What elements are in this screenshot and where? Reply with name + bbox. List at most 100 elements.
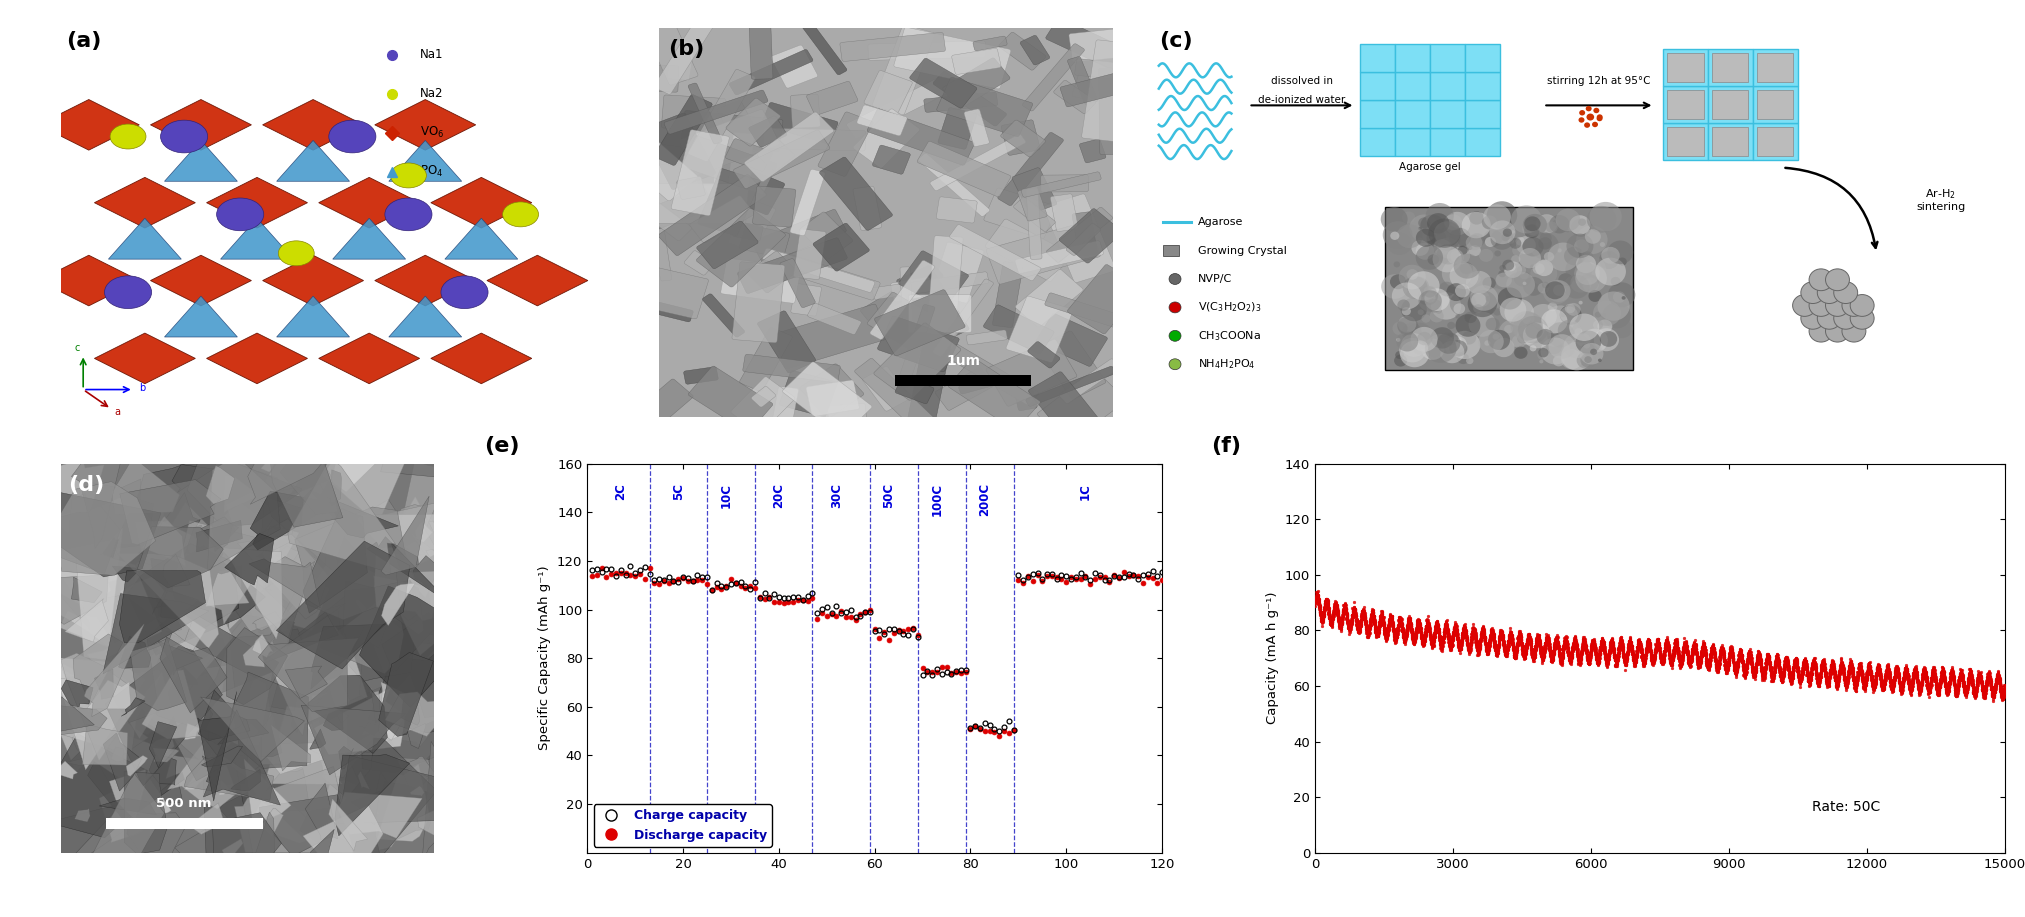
- Polygon shape: [375, 100, 476, 150]
- Circle shape: [1492, 334, 1498, 340]
- Text: c: c: [75, 343, 81, 353]
- Circle shape: [1430, 327, 1454, 348]
- Polygon shape: [99, 798, 156, 815]
- Circle shape: [1541, 309, 1567, 334]
- Text: 5C: 5C: [672, 483, 684, 500]
- Circle shape: [1523, 220, 1541, 238]
- Text: (d): (d): [69, 475, 105, 495]
- Circle shape: [1498, 265, 1507, 271]
- Polygon shape: [245, 759, 292, 823]
- FancyBboxPatch shape: [1029, 371, 1116, 460]
- Circle shape: [1468, 273, 1480, 284]
- FancyBboxPatch shape: [729, 200, 776, 252]
- FancyBboxPatch shape: [729, 50, 812, 95]
- Circle shape: [1533, 263, 1545, 274]
- FancyBboxPatch shape: [907, 334, 952, 428]
- Circle shape: [1816, 282, 1841, 304]
- Polygon shape: [186, 503, 286, 589]
- Circle shape: [1549, 215, 1569, 234]
- Polygon shape: [302, 482, 336, 525]
- Circle shape: [1800, 282, 1825, 304]
- Polygon shape: [32, 730, 61, 754]
- Circle shape: [1407, 269, 1418, 280]
- FancyBboxPatch shape: [654, 94, 713, 165]
- Circle shape: [1569, 314, 1600, 341]
- Circle shape: [1843, 320, 1865, 342]
- Polygon shape: [158, 642, 202, 675]
- Circle shape: [1401, 298, 1428, 321]
- FancyBboxPatch shape: [867, 293, 942, 353]
- Polygon shape: [75, 809, 91, 822]
- Circle shape: [1586, 229, 1602, 244]
- Polygon shape: [338, 746, 354, 769]
- Text: NVP/C: NVP/C: [1199, 274, 1233, 284]
- Polygon shape: [417, 807, 439, 835]
- Circle shape: [1418, 238, 1422, 242]
- Polygon shape: [71, 426, 130, 548]
- Polygon shape: [205, 737, 261, 777]
- FancyBboxPatch shape: [1021, 36, 1049, 65]
- FancyBboxPatch shape: [688, 70, 755, 161]
- Polygon shape: [160, 637, 227, 713]
- Polygon shape: [373, 664, 450, 747]
- Circle shape: [1434, 239, 1452, 255]
- Bar: [1395, 44, 1430, 72]
- Circle shape: [1808, 294, 1833, 316]
- Polygon shape: [77, 547, 162, 659]
- Polygon shape: [99, 775, 172, 843]
- Circle shape: [1549, 332, 1553, 336]
- Polygon shape: [277, 555, 318, 624]
- Circle shape: [1584, 356, 1592, 363]
- Circle shape: [1468, 246, 1472, 250]
- Polygon shape: [140, 612, 182, 652]
- Polygon shape: [200, 746, 243, 767]
- Polygon shape: [310, 624, 385, 690]
- Polygon shape: [213, 519, 239, 552]
- Polygon shape: [219, 780, 229, 795]
- Polygon shape: [259, 610, 279, 635]
- Polygon shape: [69, 479, 154, 553]
- FancyBboxPatch shape: [909, 58, 976, 108]
- Circle shape: [1397, 300, 1409, 311]
- Circle shape: [1602, 247, 1620, 264]
- Circle shape: [1825, 269, 1849, 291]
- Circle shape: [1523, 214, 1547, 236]
- Polygon shape: [415, 522, 433, 543]
- Circle shape: [1561, 349, 1584, 370]
- FancyBboxPatch shape: [1051, 193, 1077, 231]
- Circle shape: [1600, 251, 1618, 269]
- Polygon shape: [55, 490, 140, 558]
- Polygon shape: [277, 296, 350, 337]
- FancyBboxPatch shape: [624, 187, 715, 238]
- Circle shape: [1559, 306, 1577, 323]
- FancyBboxPatch shape: [1041, 175, 1089, 192]
- Circle shape: [1545, 221, 1557, 233]
- Polygon shape: [10, 742, 132, 864]
- Circle shape: [1513, 335, 1527, 348]
- Circle shape: [1529, 304, 1557, 328]
- FancyBboxPatch shape: [875, 290, 966, 356]
- Circle shape: [1586, 105, 1592, 111]
- Circle shape: [1403, 323, 1434, 349]
- FancyBboxPatch shape: [998, 32, 1045, 71]
- Polygon shape: [202, 710, 279, 805]
- FancyBboxPatch shape: [737, 171, 784, 215]
- Polygon shape: [101, 631, 160, 723]
- Polygon shape: [279, 448, 338, 514]
- FancyBboxPatch shape: [664, 90, 767, 134]
- Polygon shape: [286, 666, 328, 699]
- Circle shape: [1563, 247, 1584, 265]
- FancyBboxPatch shape: [873, 145, 911, 174]
- FancyBboxPatch shape: [972, 36, 1006, 50]
- Circle shape: [1484, 237, 1496, 247]
- Text: a: a: [113, 407, 119, 417]
- Polygon shape: [312, 691, 330, 702]
- FancyBboxPatch shape: [964, 109, 990, 147]
- Circle shape: [1391, 232, 1399, 240]
- Circle shape: [1482, 204, 1511, 229]
- Circle shape: [1519, 248, 1541, 269]
- Polygon shape: [253, 471, 281, 505]
- FancyBboxPatch shape: [703, 293, 745, 337]
- Circle shape: [1395, 337, 1401, 342]
- Circle shape: [1565, 229, 1569, 232]
